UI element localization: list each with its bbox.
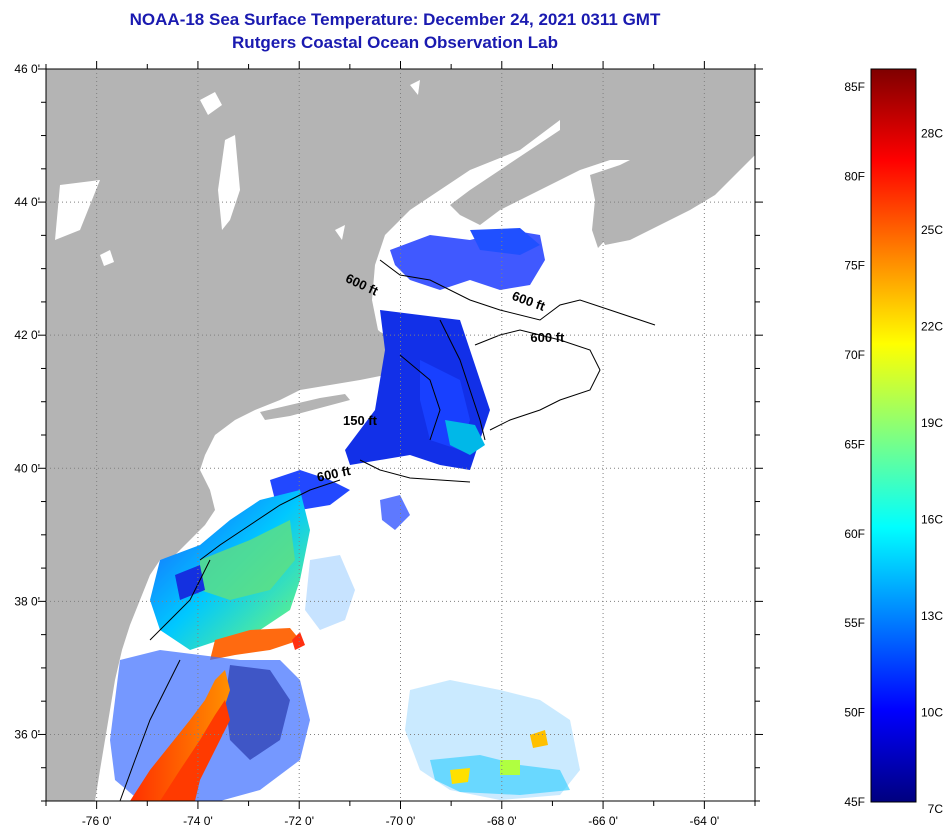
land-long-island xyxy=(260,394,350,420)
lakes xyxy=(55,80,420,266)
contour-label: 600 ft xyxy=(530,330,565,345)
lon-tick-label: -68 0' xyxy=(487,814,517,828)
lon-tick-label: -76 0' xyxy=(82,814,112,828)
axis-ticks xyxy=(38,61,763,809)
lon-tick-label: -64 0' xyxy=(690,814,720,828)
land-us-east-coast xyxy=(46,69,560,801)
colorbar-f-label: 60F xyxy=(844,527,865,541)
bathymetry-contours xyxy=(119,259,656,801)
lat-tick-label: 42 0' xyxy=(14,328,40,342)
lon-tick-label: -70 0' xyxy=(386,814,416,828)
colorbar-c-label: 25C xyxy=(921,223,943,237)
sst-data xyxy=(110,228,580,801)
lat-tick-label: 40 0' xyxy=(14,461,40,475)
colorbar-labels: 85F 80F 75F 70F 65F 60F 55F 50F 45F 28C 25C 22C 19C 1… xyxy=(844,80,943,816)
map-title: NOAA-18 Sea Surface Temperature: Decembe… xyxy=(129,10,661,29)
colorbar-c-label: 10C xyxy=(921,706,943,720)
colorbar-f-label: 85F xyxy=(844,80,865,94)
lon-tick-label: -74 0' xyxy=(183,814,213,828)
colorbar-c-label: 28C xyxy=(921,126,943,140)
map-area xyxy=(46,69,755,801)
colorbar-f-label: 75F xyxy=(844,259,865,273)
colorbar-f-label: 55F xyxy=(844,616,865,630)
colorbar-f-label: 45F xyxy=(844,795,865,809)
lat-tick-label: 38 0' xyxy=(14,594,40,608)
lon-tick-labels: -76 0' -74 0' -72 0' -70 0' -68 0' -66 0' -64 … xyxy=(82,814,719,828)
colorbar-c-label: 7C xyxy=(928,802,944,816)
land-canada xyxy=(450,69,755,245)
lon-tick-label: -66 0' xyxy=(588,814,618,828)
colorbar-f-label: 50F xyxy=(844,706,865,720)
colorbar-c-label: 19C xyxy=(921,416,943,430)
lat-tick-label: 46 0' xyxy=(14,62,40,76)
lat-tick-labels: 46 0' 44 0' 42 0' 40 0' 38 0' 36 0' xyxy=(14,62,40,741)
contour-label: 150 ft xyxy=(343,413,378,428)
map-subtitle: Rutgers Coastal Ocean Observation Lab xyxy=(232,33,558,52)
colorbar-c-label: 22C xyxy=(921,319,943,333)
colorbar-f-label: 80F xyxy=(844,169,865,183)
colorbar xyxy=(870,68,917,803)
colorbar-f-label: 70F xyxy=(844,348,865,362)
contour-label: 600 ft xyxy=(316,463,353,485)
lat-tick-label: 44 0' xyxy=(14,195,40,209)
lon-tick-label: -72 0' xyxy=(284,814,314,828)
land-nova-scotia xyxy=(590,110,740,248)
colorbar-c-label: 16C xyxy=(921,513,943,527)
lat-tick-label: 36 0' xyxy=(14,727,40,741)
colorbar-c-label: 13C xyxy=(921,609,943,623)
colorbar-f-label: 65F xyxy=(844,437,865,451)
